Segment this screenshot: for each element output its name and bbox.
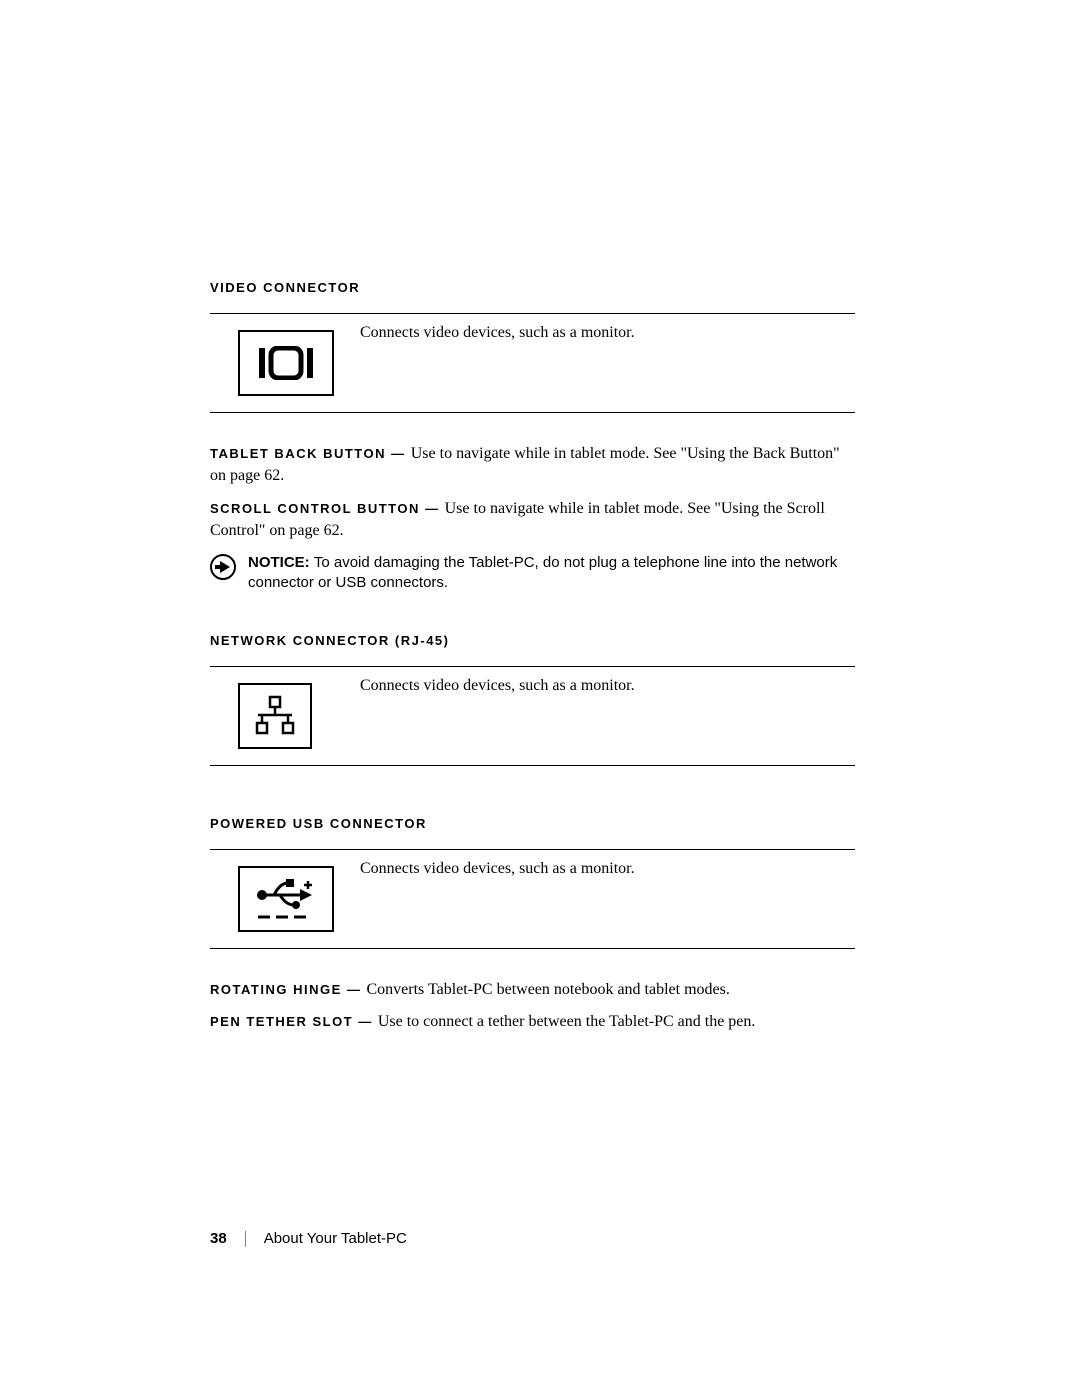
notice-body: To avoid damaging the Tablet-PC, do not … (248, 554, 837, 591)
video-connector-heading: VIDEO CONNECTOR (210, 280, 855, 295)
tablet-back-def: TABLET BACK BUTTON — Use to navigate whi… (210, 443, 855, 488)
network-connector-desc: Connects video devices, such as a monito… (360, 667, 855, 695)
page-number: 38 (210, 1230, 227, 1247)
manual-page: VIDEO CONNECTOR Connects video devices, … (0, 0, 1080, 1397)
rotating-hinge-text: Converts Tablet-PC between notebook and … (366, 981, 729, 998)
pen-tether-term: PEN TETHER SLOT — (210, 1014, 378, 1029)
pen-tether-def: PEN TETHER SLOT — Use to connect a tethe… (210, 1011, 855, 1033)
scroll-control-def: SCROLL CONTROL BUTTON — Use to navigate … (210, 498, 855, 543)
network-icon-cell (210, 667, 360, 765)
network-connector-heading: NETWORK CONNECTOR (RJ-45) (210, 633, 855, 648)
notice-block: NOTICE: To avoid damaging the Tablet-PC,… (210, 553, 855, 594)
page-footer: 38 About Your Tablet-PC (210, 1230, 407, 1247)
usb-connector-block: Connects video devices, such as a monito… (210, 849, 855, 949)
notice-arrow-icon (210, 553, 238, 585)
scroll-control-term: SCROLL CONTROL BUTTON — (210, 501, 445, 516)
footer-separator-icon (245, 1231, 246, 1247)
network-connector-block: Connects video devices, such as a monito… (210, 666, 855, 766)
usb-connector-desc: Connects video devices, such as a monito… (360, 850, 855, 878)
notice-label: NOTICE: (248, 554, 314, 571)
network-connector-icon (238, 683, 312, 749)
video-connector-desc: Connects video devices, such as a monito… (360, 314, 855, 342)
tablet-back-term: TABLET BACK BUTTON — (210, 446, 411, 461)
notice-text: NOTICE: To avoid damaging the Tablet-PC,… (248, 553, 855, 594)
video-connector-block: Connects video devices, such as a monito… (210, 313, 855, 413)
usb-connector-icon (238, 866, 334, 932)
rotating-hinge-term: ROTATING HINGE — (210, 982, 366, 997)
rotating-hinge-def: ROTATING HINGE — Converts Tablet-PC betw… (210, 979, 855, 1001)
usb-icon-cell (210, 850, 360, 948)
footer-title: About Your Tablet-PC (264, 1230, 407, 1247)
usb-connector-heading: POWERED USB CONNECTOR (210, 816, 855, 831)
video-connector-icon (238, 330, 334, 396)
video-icon-cell (210, 314, 360, 412)
pen-tether-text: Use to connect a tether between the Tabl… (378, 1013, 756, 1030)
